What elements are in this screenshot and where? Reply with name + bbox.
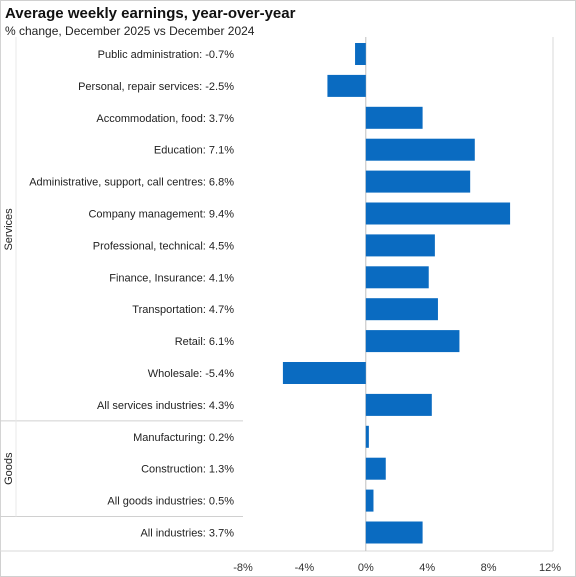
bar (327, 74, 366, 97)
category-label: Personal, repair services: -2.5% (78, 81, 234, 93)
category-label: Manufacturing: 0.2% (133, 432, 234, 444)
bar (365, 266, 429, 289)
category-label: Construction: 1.3% (141, 464, 234, 476)
category-label: Finance, Insurance: 4.1% (109, 272, 234, 284)
bar (355, 43, 366, 65)
bar (365, 457, 386, 480)
group-label: Services (3, 208, 15, 251)
category-label: All services industries: 4.3% (97, 400, 234, 412)
x-tick-label: 8% (481, 562, 497, 574)
category-label: Professional, technical: 4.5% (93, 240, 234, 252)
bar (365, 330, 460, 353)
category-label: All goods industries: 0.5% (107, 496, 234, 508)
x-tick-label: -4% (295, 562, 315, 574)
x-tick-label: 4% (419, 562, 435, 574)
category-label: Transportation: 4.7% (132, 304, 234, 316)
category-label: Education: 7.1% (154, 145, 234, 157)
bar (365, 234, 435, 257)
category-label: All industries: 3.7% (140, 528, 234, 540)
bar (282, 362, 366, 384)
bar (365, 393, 432, 416)
category-label: Public administration: -0.7% (98, 49, 235, 61)
chart-subtitle: % change, December 2025 vs December 2024 (5, 24, 255, 38)
bar (365, 298, 438, 321)
bar (365, 106, 423, 129)
bar (365, 521, 423, 544)
x-tick-label: -8% (233, 562, 253, 574)
category-label: Retail: 6.1% (175, 336, 235, 348)
bar (365, 202, 511, 225)
bar (365, 138, 475, 161)
bar (365, 489, 374, 512)
x-tick-label: 0% (358, 562, 374, 574)
category-label: Accommodation, food: 3.7% (96, 113, 234, 125)
bar (365, 425, 369, 448)
bar (365, 170, 471, 193)
x-tick-label: 12% (539, 562, 561, 574)
group-label: Goods (3, 452, 15, 485)
category-label: Wholesale: -5.4% (148, 368, 234, 380)
chart-title: Average weekly earnings, year-over-year (5, 5, 296, 22)
category-label: Company management: 9.4% (88, 209, 234, 221)
category-label: Administrative, support, call centres: 6… (29, 177, 234, 189)
